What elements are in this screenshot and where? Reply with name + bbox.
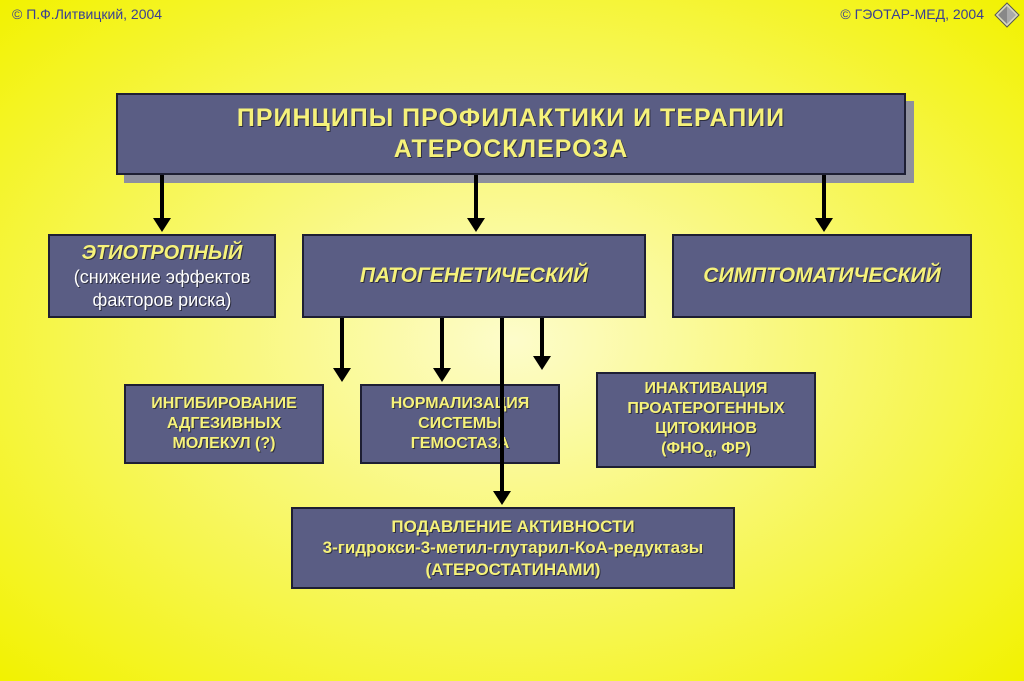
norm-l1: НОРМАЛИЗАЦИЯ — [391, 394, 530, 414]
pathogenetic-label: ПАТОГЕНЕТИЧЕСКИЙ — [360, 263, 588, 289]
etiotropic-sub2: факторов риска) — [93, 289, 232, 312]
inact-l1: ИНАКТИВАЦИЯ — [644, 379, 767, 399]
title-line1: ПРИНЦИПЫ ПРОФИЛАКТИКИ И ТЕРАПИИ — [237, 103, 785, 134]
inactivation-box: ИНАКТИВАЦИЯ ПРОАТЕРОГЕННЫХ ЦИТОКИНОВ (ФН… — [596, 372, 816, 468]
inact-l3: ЦИТОКИНОВ — [655, 419, 757, 439]
symptomatic-box: СИМПТОМАТИЧЕСКИЙ — [672, 234, 972, 318]
suppression-box: ПОДАВЛЕНИЕ АКТИВНОСТИ 3-гидрокси-3-метил… — [291, 507, 735, 589]
copyright-right: © ГЭОТАР-МЕД, 2004 — [840, 6, 984, 22]
supp-l1: ПОДАВЛЕНИЕ АКТИВНОСТИ — [391, 516, 634, 537]
supp-l2: 3-гидрокси-3-метил-глутарил-КоА-редуктаз… — [323, 537, 704, 558]
inh-l3: МОЛЕКУЛ (?) — [173, 434, 276, 454]
etiotropic-sub1: (снижение эффектов — [74, 266, 251, 289]
inact-l2: ПРОАТЕРОГЕННЫХ — [627, 399, 784, 419]
norm-l2: СИСТЕМЫ — [418, 414, 502, 434]
diagram-stage: © П.Ф.Литвицкий, 2004 © ГЭОТАР-МЕД, 2004… — [0, 0, 1024, 681]
inact-l4: (ФНОα, ФР) — [661, 439, 751, 462]
inh-l2: АДГЕЗИВНЫХ — [167, 414, 281, 434]
norm-l3: ГЕМОСТАЗА — [411, 434, 510, 454]
normalization-box: НОРМАЛИЗАЦИЯ СИСТЕМЫ ГЕМОСТАЗА — [360, 384, 560, 464]
title-box: ПРИНЦИПЫ ПРОФИЛАКТИКИ И ТЕРАПИИ АТЕРОСКЛ… — [116, 93, 906, 175]
title-line2: АТЕРОСКЛЕРОЗА — [394, 134, 629, 165]
etiotropic-box: ЭТИОТРОПНЫЙ (снижение эффектов факторов … — [48, 234, 276, 318]
nav-diamond-icon[interactable] — [994, 2, 1020, 28]
pathogenetic-box: ПАТОГЕНЕТИЧЕСКИЙ — [302, 234, 646, 318]
inh-l1: ИНГИБИРОВАНИЕ — [151, 394, 297, 414]
supp-l3: (АТЕРОСТАТИНАМИ) — [426, 559, 601, 580]
copyright-left: © П.Ф.Литвицкий, 2004 — [12, 6, 162, 22]
symptomatic-label: СИМПТОМАТИЧЕСКИЙ — [703, 263, 940, 289]
etiotropic-label: ЭТИОТРОПНЫЙ — [82, 241, 243, 266]
inhibition-box: ИНГИБИРОВАНИЕ АДГЕЗИВНЫХ МОЛЕКУЛ (?) — [124, 384, 324, 464]
